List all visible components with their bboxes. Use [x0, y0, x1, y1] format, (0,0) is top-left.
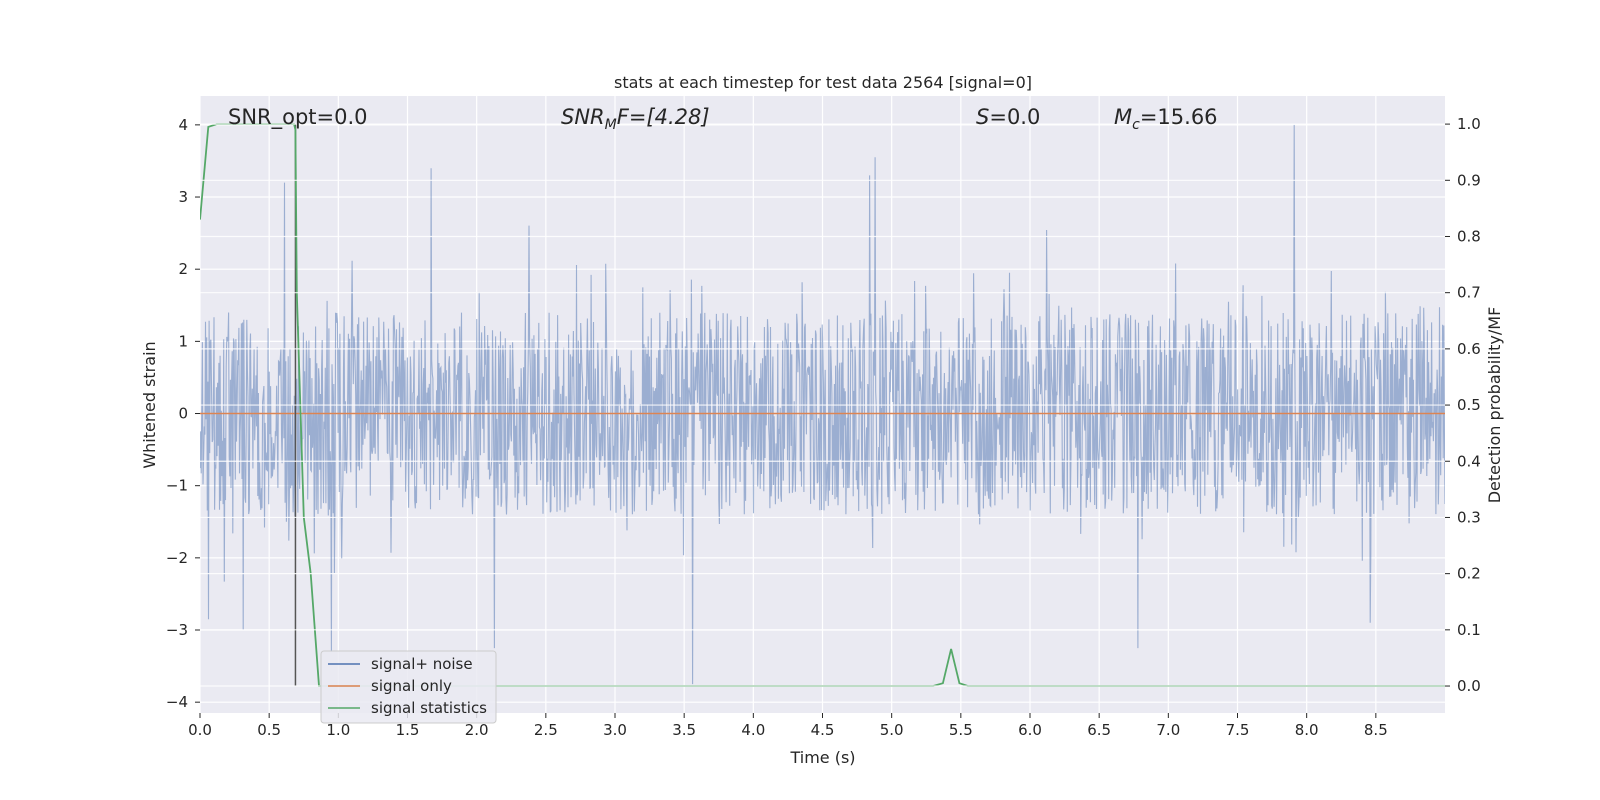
x-tick-label: 1.0: [326, 721, 350, 739]
y-tick-label: 0: [178, 405, 188, 423]
y-tick-label: −1: [166, 477, 188, 495]
annotation-mc: Mc=15.66: [1114, 105, 1218, 133]
annotation-snr-mf-rest: F=[4.28]: [617, 105, 710, 129]
y-right-tick-label: 0.8: [1457, 227, 1481, 245]
series-signal-plus-noise: [200, 124, 1445, 685]
chart-title: stats at each timestep for test data 256…: [614, 73, 1032, 92]
x-axis-ticks: 0.0 0.5 1.0 1.5 2.0 2.5 3.0 3.5 4.0 4.5 5.0 5.5 6.0 6…: [188, 713, 1388, 739]
annotation-snr-opt: SNR_opt=0.0: [228, 105, 368, 130]
y-right-tick-label: 0.3: [1457, 508, 1481, 526]
x-tick-label: 6.5: [1087, 721, 1111, 739]
x-tick-label: 3.5: [672, 721, 696, 739]
x-tick-label: 3.0: [603, 721, 627, 739]
x-tick-label: 7.5: [1226, 721, 1250, 739]
y-tick-label: 4: [178, 116, 188, 134]
x-tick-label: 2.5: [534, 721, 558, 739]
x-tick-label: 4.5: [811, 721, 835, 739]
y-tick-label: −3: [166, 621, 188, 639]
y-right-tick-label: 1.0: [1457, 115, 1481, 133]
x-tick-label: 8.5: [1364, 721, 1388, 739]
legend-label-signal-statistics: signal statistics: [371, 699, 487, 717]
x-tick-label: 0.0: [188, 721, 212, 739]
x-tick-label: 5.5: [949, 721, 973, 739]
y-right-tick-label: 0.0: [1457, 677, 1481, 695]
y-right-tick-label: 0.5: [1457, 396, 1481, 414]
x-tick-label: 5.0: [880, 721, 904, 739]
legend-label-signal-plus-noise: signal+ noise: [371, 655, 473, 673]
y-tick-label: 2: [178, 260, 188, 278]
y-axis-label: Whitened strain: [140, 341, 159, 468]
y-tick-label: −4: [166, 693, 188, 711]
x-tick-label: 1.5: [396, 721, 420, 739]
y-right-tick-label: 0.6: [1457, 340, 1481, 358]
y-axis-right-ticks: 1.0 0.9 0.8 0.7 0.6 0.5 0.4 0.3 0.2 0.1 0.0: [1445, 115, 1481, 695]
y-tick-label: 1: [178, 332, 188, 350]
grid-overlay: [200, 123, 1445, 687]
x-tick-label: 4.0: [741, 721, 765, 739]
legend: signal+ noise signal only signal statist…: [320, 650, 497, 724]
annotation-snr-mf-base: SNR: [561, 105, 605, 129]
y-tick-label: −2: [166, 549, 188, 567]
x-tick-label: 8.0: [1295, 721, 1319, 739]
x-tick-label: 7.0: [1156, 721, 1180, 739]
legend-label-signal-only: signal only: [371, 677, 452, 695]
y-right-tick-label: 0.2: [1457, 565, 1481, 583]
x-tick-label: 6.0: [1018, 721, 1042, 739]
series-line-signal-plus-noise: [200, 124, 1445, 685]
y-right-tick-label: 0.7: [1457, 284, 1481, 302]
legend-box: [320, 650, 497, 724]
annotation-snr-mf-sub: M: [605, 117, 617, 133]
y-right-tick-label: 0.9: [1457, 171, 1481, 189]
y-tick-label: 3: [178, 188, 188, 206]
x-axis-label: Time (s): [789, 748, 855, 767]
x-tick-label: 2.0: [465, 721, 489, 739]
y-axis-right-label: Detection probability/MF: [1485, 307, 1504, 504]
y-axis-ticks: 4 3 2 1 0 −1 −2 −3 −4: [166, 116, 200, 711]
annotation-s: S=0.0: [976, 105, 1040, 129]
y-right-tick-label: 0.4: [1457, 452, 1481, 470]
y-right-tick-label: 0.1: [1457, 621, 1481, 639]
x-tick-label: 0.5: [257, 721, 281, 739]
annotation-snr-mf: SNRMF=[4.28]: [561, 105, 710, 133]
